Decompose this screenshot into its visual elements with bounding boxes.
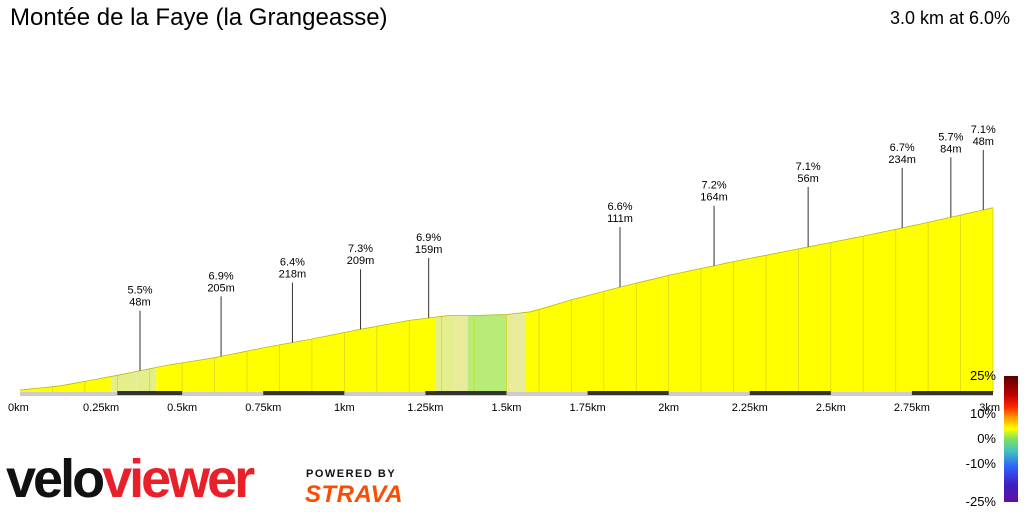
x-tick-label: 1.75km: [570, 402, 606, 414]
annotation-grade-7: 7.2%: [702, 180, 727, 192]
strava-logo[interactable]: STRAVA: [305, 481, 404, 508]
profile-segment-8: [506, 312, 526, 392]
climb-title: Montée de la Faye (la Grangeasse): [10, 4, 388, 31]
annotation-length-10: 84m: [940, 143, 961, 155]
annotation-length-4: 209m: [347, 255, 375, 267]
annotation-grade-5: 6.9%: [416, 232, 441, 244]
annotation-grade-8: 7.1%: [796, 161, 821, 173]
profile-segment-4: [156, 317, 436, 392]
baseline-km-marker: [911, 391, 993, 395]
annotation-length-5: 159m: [415, 244, 443, 256]
x-tick-label: 0.25km: [83, 402, 119, 414]
x-tick-label: 2km: [658, 402, 679, 414]
annotation-grade-10: 5.7%: [938, 131, 963, 143]
x-tick-label: 0.75km: [245, 402, 281, 414]
x-tick-label: 1.25km: [407, 402, 443, 414]
veloviewer-logo[interactable]: veloviewer: [6, 449, 255, 509]
annotation-grade-3: 6.4%: [280, 257, 305, 269]
gradient-color-scale: [1004, 376, 1018, 502]
profile-dividers: [19, 207, 994, 392]
gradient-scale-label: -10%: [965, 456, 996, 472]
profile-segment-7: [467, 314, 507, 392]
annotation-length-6: 111m: [607, 213, 633, 225]
x-tick-label: 0.5km: [167, 402, 197, 414]
profile-segment-9: [526, 207, 993, 392]
annotation-length-11: 48m: [973, 136, 994, 148]
gradient-scale-label: 10%: [969, 405, 996, 421]
annotation-grade-11: 7.1%: [971, 124, 996, 136]
profile-segment-3: [136, 367, 157, 392]
x-tick-label: 1.5km: [492, 402, 522, 414]
annotation-grade-4: 7.3%: [348, 243, 373, 255]
logo-velo: velo: [6, 449, 105, 509]
annotation-length-1: 48m: [129, 297, 150, 309]
climb-summary: 3.0 km at 6.0%: [889, 8, 1010, 28]
baseline-km-marker: [749, 391, 831, 395]
gradient-scale-label: 0%: [977, 431, 996, 446]
annotation-length-7: 164m: [700, 192, 728, 204]
baseline-km-marker: [587, 391, 669, 395]
x-tick-label: 0km: [8, 402, 29, 414]
annotation-length-8: 56m: [797, 173, 818, 185]
x-tick-label: 2.5km: [816, 402, 846, 414]
gradient-scale-label: -25%: [965, 494, 996, 509]
profile-segment-5: [435, 315, 455, 392]
gradient-annotations: 5.5%48m6.9%205m6.4%218m7.3%209m6.9%159m6…: [127, 124, 996, 371]
x-tick-label: 3km: [979, 402, 1000, 414]
elevation-profile-chart: 5.5%48m6.9%205m6.4%218m7.3%209m6.9%159m6…: [8, 124, 1000, 414]
annotation-grade-6: 6.6%: [607, 201, 632, 213]
gradient-scale-label: 25%: [969, 368, 996, 383]
powered-by-label: POWERED BY: [306, 468, 397, 480]
profile-outline: [19, 207, 994, 391]
x-tick-label: 1km: [334, 402, 355, 414]
x-tick-label: 2.25km: [732, 402, 768, 414]
logo-viewer: viewer: [102, 449, 255, 509]
annotation-length-9: 234m: [888, 154, 916, 166]
road-baseline: [20, 391, 993, 396]
x-axis-ticks: 0km 0.25km 0.5km 0.75km 1km 1.25km 1.5km 1.75km…: [8, 402, 1000, 414]
annotation-grade-1: 5.5%: [127, 285, 152, 297]
profile-segment-2: [110, 371, 137, 392]
profile-segment-6: [454, 315, 468, 392]
baseline-km-marker: [263, 391, 345, 395]
baseline-km-marker: [425, 391, 507, 395]
profile-segments: [20, 207, 993, 392]
annotation-length-2: 205m: [207, 282, 235, 294]
baseline-km-marker: [117, 391, 183, 395]
annotation-grade-2: 6.9%: [209, 270, 234, 282]
annotation-length-3: 218m: [279, 269, 307, 281]
annotation-grade-9: 6.7%: [890, 142, 915, 154]
x-tick-label: 2.75km: [894, 402, 930, 414]
